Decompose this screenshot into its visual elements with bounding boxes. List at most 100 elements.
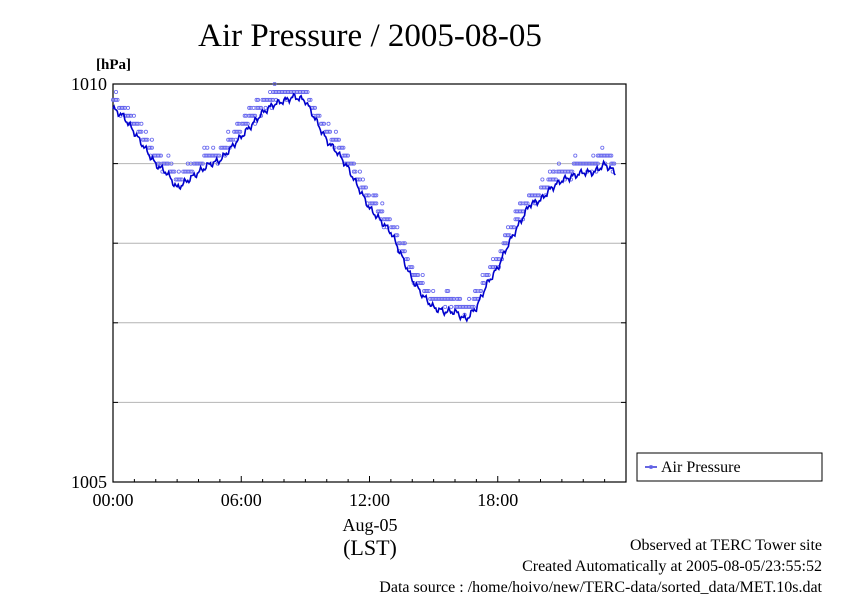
data-point — [553, 177, 558, 182]
data-point — [326, 129, 331, 134]
data-point — [269, 97, 274, 102]
data-point — [170, 169, 175, 174]
data-point — [244, 121, 249, 126]
data-point — [272, 82, 277, 87]
data-point — [518, 201, 523, 206]
data-point — [238, 129, 243, 134]
data-point — [247, 105, 252, 110]
data-point — [226, 129, 231, 134]
data-point — [365, 193, 370, 198]
data-point — [386, 217, 391, 222]
data-point — [502, 241, 507, 246]
data-point — [158, 153, 163, 158]
y-ticks: 1005 1010 — [71, 74, 626, 492]
data-point — [134, 121, 139, 126]
data-point — [345, 153, 350, 158]
data-point — [395, 233, 400, 238]
data-point — [321, 121, 326, 126]
data-point — [607, 153, 612, 158]
data-point — [305, 90, 310, 95]
data-point — [200, 161, 205, 166]
data-point — [157, 153, 162, 158]
data-point — [525, 201, 530, 206]
data-point — [254, 97, 259, 102]
data-point — [326, 121, 331, 126]
data-point — [351, 161, 356, 166]
data-point — [591, 153, 596, 158]
data-point — [408, 265, 413, 270]
legend-marker-swatch — [649, 464, 654, 469]
data-point — [356, 177, 361, 182]
data-point — [256, 97, 261, 102]
data-point — [477, 288, 482, 293]
data-point — [471, 304, 476, 309]
data-point — [245, 121, 250, 126]
data-point — [402, 249, 407, 254]
created-note: Created Automatically at 2005-08-05/23:5… — [522, 558, 822, 575]
data-point — [143, 137, 148, 142]
data-point — [467, 296, 472, 301]
data-point — [115, 97, 120, 102]
data-point — [341, 145, 346, 150]
legend-box — [636, 452, 823, 482]
data-point — [416, 272, 421, 277]
legend: Air Pressure — [636, 452, 823, 482]
data-point — [315, 113, 320, 118]
data-point — [351, 169, 356, 174]
data-point — [486, 272, 491, 277]
data-point — [139, 129, 144, 134]
data-point — [178, 177, 183, 182]
data-point — [303, 90, 308, 95]
data-point — [353, 169, 358, 174]
data-point — [443, 304, 448, 309]
data-point — [419, 280, 424, 285]
data-point — [495, 257, 500, 262]
y-axis-label: [hPa] — [96, 57, 131, 73]
data-point — [537, 193, 542, 198]
data-point — [380, 209, 385, 214]
data-point — [205, 145, 210, 150]
data-point — [374, 201, 379, 206]
data-point — [431, 288, 436, 293]
data-point — [235, 121, 240, 126]
data-point — [363, 185, 368, 190]
data-point — [573, 153, 578, 158]
data-point — [504, 241, 509, 246]
data-point — [335, 137, 340, 142]
data-point — [510, 225, 515, 230]
chart-title: Air Pressure / 2005-08-05 — [198, 18, 542, 54]
data-point — [420, 272, 425, 277]
data-point — [148, 145, 153, 150]
data-point — [401, 241, 406, 246]
data-point — [426, 288, 431, 293]
data-point — [308, 97, 313, 102]
data-point — [366, 193, 371, 198]
data-point — [507, 233, 512, 238]
data-point — [595, 161, 600, 166]
x-ticks: 00:00 06:00 12:00 18:00 — [92, 476, 627, 510]
data-point — [211, 145, 216, 150]
data-point — [263, 105, 268, 110]
data-point — [253, 121, 258, 126]
data-point — [446, 288, 451, 293]
data-point — [236, 129, 241, 134]
data-point — [327, 129, 332, 134]
data-point — [374, 193, 379, 198]
x-unit-label: (LST) — [343, 535, 397, 560]
data-point — [540, 177, 545, 182]
data-point — [164, 161, 169, 166]
data-point — [172, 169, 177, 174]
data-point — [473, 288, 478, 293]
y-tick-label: 1005 — [71, 472, 107, 492]
data-point — [121, 105, 126, 110]
data-point — [149, 137, 154, 142]
data-point — [149, 145, 154, 150]
x-date-label: Aug-05 — [343, 515, 398, 535]
data-point — [470, 304, 475, 309]
data-point — [420, 280, 425, 285]
data-point — [143, 129, 148, 134]
data-point — [524, 201, 529, 206]
data-point — [317, 113, 322, 118]
